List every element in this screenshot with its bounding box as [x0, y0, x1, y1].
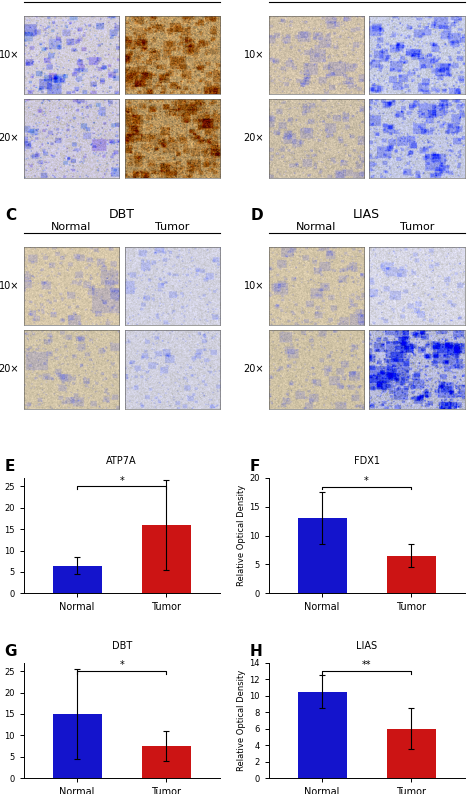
Bar: [298, 692, 346, 778]
Text: 10×: 10×: [244, 50, 264, 60]
Y-axis label: Relative Optical Density: Relative Optical Density: [237, 670, 246, 771]
Bar: [387, 556, 436, 593]
Bar: [53, 714, 101, 778]
Text: 20×: 20×: [243, 133, 264, 144]
Y-axis label: Relative Optical Density: Relative Optical Density: [0, 485, 1, 586]
Text: E: E: [5, 459, 15, 474]
Text: Normal: Normal: [296, 222, 337, 232]
Text: *: *: [119, 661, 124, 670]
Title: LIAS: LIAS: [356, 641, 377, 651]
Text: Tumor: Tumor: [400, 222, 434, 232]
Bar: [298, 518, 346, 593]
Text: Normal: Normal: [51, 222, 91, 232]
Text: 20×: 20×: [243, 364, 264, 374]
Text: Tumor: Tumor: [400, 0, 434, 1]
Text: Tumor: Tumor: [155, 222, 189, 232]
Text: Normal: Normal: [51, 0, 91, 1]
Text: H: H: [250, 644, 263, 659]
Text: F: F: [250, 459, 260, 474]
Text: DBT: DBT: [109, 208, 135, 221]
Text: 10×: 10×: [0, 281, 19, 291]
Text: 20×: 20×: [0, 364, 19, 374]
Text: 20×: 20×: [0, 133, 19, 144]
Text: **: **: [362, 660, 371, 670]
Text: LIAS: LIAS: [353, 208, 380, 221]
Text: G: G: [5, 644, 17, 659]
Bar: [387, 729, 436, 778]
Text: Tumor: Tumor: [155, 0, 189, 1]
Text: D: D: [251, 208, 263, 223]
Text: *: *: [119, 476, 124, 486]
Y-axis label: Relative Optical Density: Relative Optical Density: [0, 670, 1, 771]
Bar: [142, 746, 191, 778]
Title: DBT: DBT: [111, 641, 132, 651]
Bar: [53, 565, 101, 593]
Y-axis label: Relative Optical Density: Relative Optical Density: [237, 485, 246, 586]
Text: 10×: 10×: [244, 281, 264, 291]
Text: 10×: 10×: [0, 50, 19, 60]
Title: ATP7A: ATP7A: [106, 456, 137, 466]
Text: *: *: [364, 476, 369, 486]
Text: C: C: [6, 208, 17, 223]
Title: FDX1: FDX1: [354, 456, 380, 466]
Bar: [142, 525, 191, 593]
Text: Normal: Normal: [296, 0, 337, 1]
